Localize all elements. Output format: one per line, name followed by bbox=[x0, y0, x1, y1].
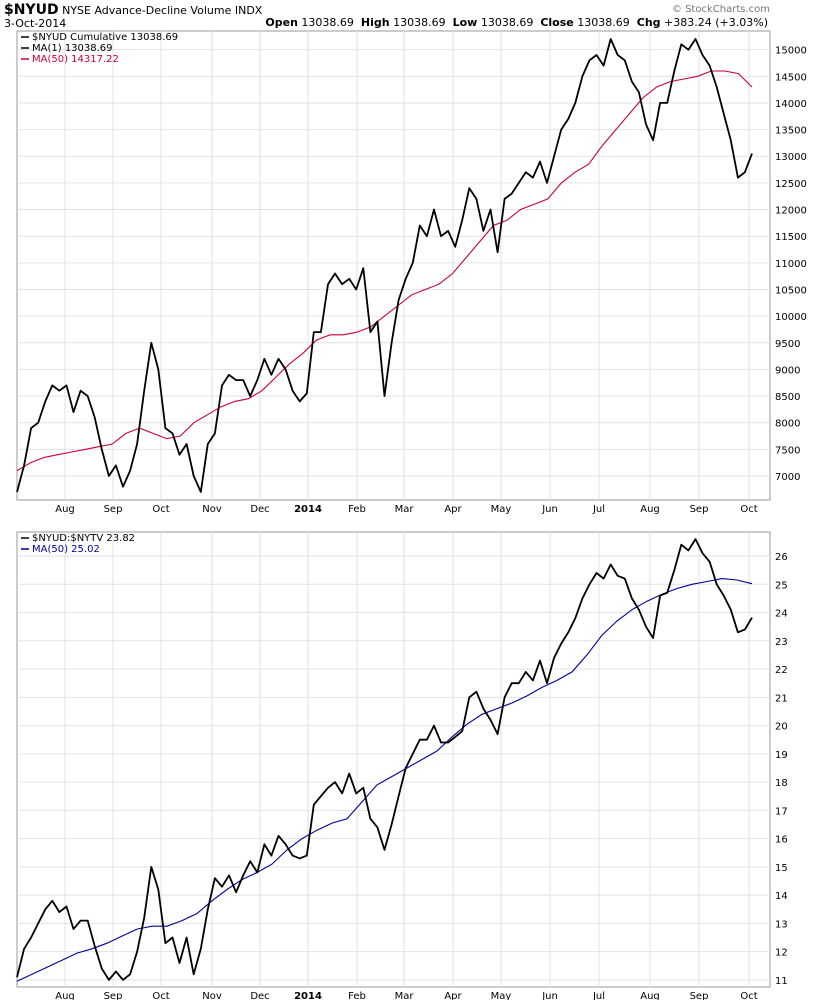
y-tick-label: 13500 bbox=[775, 126, 807, 137]
y-tick-label: 14500 bbox=[775, 72, 807, 83]
open-label: Open bbox=[265, 16, 298, 29]
y-tick-label: 14 bbox=[775, 891, 788, 902]
x-tick-label: 2014 bbox=[294, 991, 322, 1000]
y-tick-label: 20 bbox=[775, 722, 788, 733]
x-tick-label: Apr bbox=[444, 991, 462, 1000]
x-tick-label: Sep bbox=[690, 991, 709, 1000]
x-tick-label: Nov bbox=[202, 504, 222, 515]
y-tick-label: 12500 bbox=[775, 179, 807, 190]
y-tick-label: 16 bbox=[775, 835, 788, 846]
x-tick-label: Oct bbox=[740, 991, 757, 1000]
x-tick-label: Oct bbox=[152, 504, 169, 515]
x-tick-label: 2014 bbox=[294, 504, 322, 515]
x-tick-label: Oct bbox=[740, 504, 757, 515]
x-tick-label: Jun bbox=[541, 991, 558, 1000]
y-tick-label: 12000 bbox=[775, 206, 807, 217]
x-tick-label: Jun bbox=[541, 504, 558, 515]
x-tick-label: Sep bbox=[104, 504, 123, 515]
y-tick-label: 10000 bbox=[775, 312, 807, 323]
y-tick-label: 18 bbox=[775, 778, 788, 789]
brand-watermark: © StockCharts.com bbox=[671, 4, 770, 15]
x-tick-label: Feb bbox=[348, 504, 366, 515]
y-tick-label: 7500 bbox=[775, 445, 800, 456]
close-label: Close bbox=[540, 16, 574, 29]
price-series-line bbox=[16, 538, 753, 981]
legend-label: $NYUD:$NYTV 23.82 bbox=[32, 533, 135, 544]
legend-label: $NYUD Cumulative 13038.69 bbox=[32, 32, 178, 43]
plot-area-1 bbox=[16, 30, 771, 501]
open-value: 13038.69 bbox=[301, 16, 354, 29]
x-tick-label: Feb bbox=[348, 991, 366, 1000]
y-tick-label: 19 bbox=[775, 750, 788, 761]
x-tick-label: Jul bbox=[592, 991, 605, 1000]
x-tick-label: Aug bbox=[640, 991, 660, 1000]
y-tick-label: 14000 bbox=[775, 99, 807, 110]
x-tick-label: Aug bbox=[640, 504, 660, 515]
y-tick-label: 15 bbox=[775, 863, 788, 874]
y-tick-label: 10500 bbox=[775, 285, 807, 296]
y-tick-label: 21 bbox=[775, 693, 788, 704]
instrument-name: NYSE Advance-Decline Volume bbox=[62, 4, 232, 17]
y-tick-label: 11500 bbox=[775, 232, 807, 243]
legend-label: MA(1) 13038.69 bbox=[32, 43, 113, 54]
x-tick-label: Aug bbox=[55, 504, 75, 515]
x-tick-label: Dec bbox=[250, 991, 269, 1000]
y-tick-label: 25 bbox=[775, 580, 788, 591]
price-series-line bbox=[16, 38, 753, 493]
x-tick-label: May bbox=[491, 991, 512, 1000]
chg-label: Chg bbox=[636, 16, 661, 29]
x-tick-label: Aug bbox=[55, 991, 75, 1000]
y-tick-label: 11 bbox=[775, 976, 788, 987]
y-tick-label: 12 bbox=[775, 948, 788, 959]
x-tick-label: Sep bbox=[104, 991, 123, 1000]
ma50-series-line bbox=[16, 578, 753, 982]
high-label: High bbox=[360, 16, 390, 29]
chg-value: +383.24 (+3.03%) bbox=[664, 16, 768, 29]
low-value: 13038.69 bbox=[480, 16, 534, 29]
chart-title: $NYUD NYSE Advance-Decline Volume INDX bbox=[4, 2, 262, 18]
y-tick-label: 7000 bbox=[775, 472, 800, 483]
exchange-label: INDX bbox=[234, 4, 263, 17]
plot-area-2 bbox=[16, 531, 771, 988]
y-tick-label: 22 bbox=[775, 665, 788, 676]
low-label: Low bbox=[452, 16, 478, 29]
close-value: 13038.69 bbox=[577, 16, 630, 29]
y-tick-label: 24 bbox=[775, 609, 788, 620]
symbol-label: $NYUD bbox=[4, 2, 59, 18]
x-tick-label: Oct bbox=[152, 991, 169, 1000]
y-tick-label: 9000 bbox=[775, 365, 800, 376]
x-tick-label: Mar bbox=[395, 504, 415, 515]
date-label: 3-Oct-2014 bbox=[4, 17, 67, 30]
y-tick-label: 23 bbox=[775, 637, 788, 648]
x-tick-label: Sep bbox=[690, 504, 709, 515]
x-tick-label: Nov bbox=[202, 991, 222, 1000]
y-tick-label: 8000 bbox=[775, 419, 800, 430]
y-tick-label: 13 bbox=[775, 919, 788, 930]
y-tick-label: 8500 bbox=[775, 392, 800, 403]
ohlc-readout: Open 13038.69 High 13038.69 Low 13038.69… bbox=[265, 16, 768, 29]
y-tick-label: 17 bbox=[775, 806, 788, 817]
x-tick-label: Jul bbox=[592, 504, 605, 515]
x-tick-label: May bbox=[491, 504, 512, 515]
y-tick-label: 13000 bbox=[775, 152, 807, 163]
y-tick-label: 15000 bbox=[775, 46, 807, 57]
x-tick-label: Apr bbox=[444, 504, 462, 515]
high-value: 13038.69 bbox=[393, 16, 446, 29]
legend-label: MA(50) 14317.22 bbox=[32, 54, 119, 65]
legend-label: MA(50) 25.02 bbox=[32, 544, 100, 555]
y-tick-label: 26 bbox=[775, 552, 788, 563]
x-tick-label: Mar bbox=[395, 991, 415, 1000]
x-tick-label: Dec bbox=[250, 504, 269, 515]
y-tick-label: 9500 bbox=[775, 339, 800, 350]
y-tick-label: 11000 bbox=[775, 259, 807, 270]
